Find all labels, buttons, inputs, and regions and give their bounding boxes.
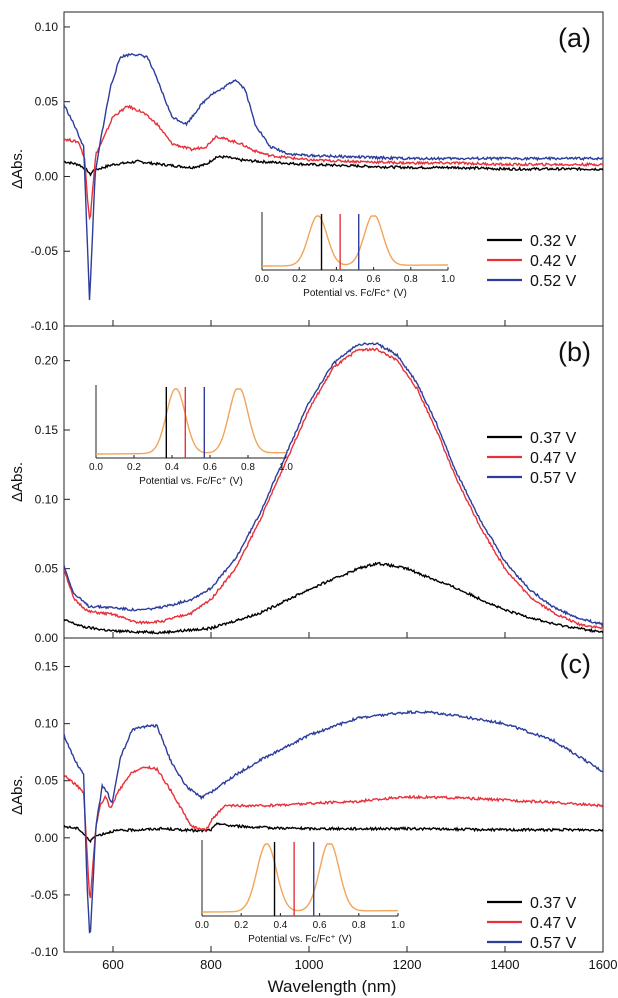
inset-x-tick-label: 0.8	[352, 920, 366, 931]
series-line-1	[64, 154, 603, 177]
y-tick-label: 0.10	[35, 20, 59, 34]
shared-x-axis: 600 800 1000 1200 1400 1600	[102, 957, 617, 972]
inset-x-tick-label: 0.2	[292, 274, 306, 285]
panel-b: 0.20 0.15 0.10 0.05 0.00 ΔAbs. (b) 0.37 V 0.47 V…	[9, 325, 604, 645]
series-line-1	[64, 561, 603, 635]
y-tick-label: 0.15	[35, 423, 59, 437]
series-line-2	[64, 765, 603, 899]
x-tick-label: 1400	[491, 957, 520, 972]
legend-label: 0.52 V	[530, 273, 577, 290]
legend-label: 0.47 V	[530, 915, 577, 932]
inset-cv-curve	[96, 388, 286, 455]
inset-x-tick-label: 0.2	[234, 920, 248, 931]
y-tick-label: 0.10	[35, 717, 59, 731]
series-line-2	[64, 104, 603, 221]
legend-label: 0.57 V	[530, 935, 577, 952]
y-tick-label: 0.00	[35, 831, 59, 845]
y-axis-title: ΔAbs.	[9, 149, 26, 189]
series-group	[64, 342, 603, 635]
legend-label: 0.47 V	[530, 450, 577, 467]
y-axis-title: ΔAbs.	[9, 775, 26, 815]
inset-x-tick-label: 0.0	[195, 920, 209, 931]
inset-x-tick-label: 0.0	[255, 274, 269, 285]
inset-x-tick-label: 0.6	[203, 462, 217, 473]
y-tick-label: 0.15	[35, 660, 59, 674]
legend-label: 0.37 V	[530, 895, 577, 912]
x-tick-label: 1000	[295, 957, 324, 972]
inset-x-tick-label: 0.4	[165, 462, 179, 473]
inset-x-tick-label: 0.8	[241, 462, 255, 473]
panel-c: 0.15 0.10 0.05 0.00 -0.05 -0.10 ΔAbs. (c) 0.37 V…	[9, 637, 604, 959]
inset-x-axis-title: Potential vs. Fc/Fc⁺ (V)	[139, 476, 243, 487]
legend-label: 0.57 V	[530, 470, 577, 487]
x-tick-label: 1200	[393, 957, 422, 972]
series-line-1	[64, 822, 603, 844]
series-group	[64, 52, 603, 301]
y-tick-label: -0.10	[31, 319, 59, 333]
inset-x-tick-label: 0.8	[404, 274, 418, 285]
inset-x-tick-label: 0.2	[127, 462, 141, 473]
x-tick-label: 800	[200, 957, 222, 972]
panel-label: (b)	[558, 337, 591, 367]
y-tick-label: 0.05	[35, 774, 59, 788]
inset-cv-curve	[202, 843, 398, 913]
inset-x-tick-label: 0.6	[313, 920, 327, 931]
legend-label: 0.32 V	[530, 233, 577, 250]
x-tick-label: 1600	[589, 957, 618, 972]
x-axis-title: Wavelength (nm)	[268, 977, 397, 996]
inset-x-tick-label: 1.0	[391, 920, 405, 931]
series-group	[64, 709, 603, 934]
panel-label: (a)	[558, 23, 591, 53]
y-axis-title: ΔAbs.	[9, 462, 26, 502]
inset-cv-curve	[262, 215, 448, 267]
inset-x-tick-label: 1.0	[441, 274, 455, 285]
y-tick-label: 0.20	[35, 354, 59, 368]
series-line-3	[64, 709, 603, 934]
inset-cv-plot: 0.0 0.2 0.4 0.6 0.8 1.0 Potential vs. Fc/Fc⁺ (…	[255, 212, 455, 299]
inset-x-tick-label: 0.0	[89, 462, 103, 473]
inset-x-axis-title: Potential vs. Fc/Fc⁺ (V)	[248, 934, 352, 945]
y-tick-label: 0.05	[35, 562, 59, 576]
legend: 0.37 V 0.47 V 0.57 V	[487, 895, 577, 952]
panel-label: (c)	[560, 649, 591, 679]
y-tick-label: 0.00	[35, 631, 59, 645]
series-line-3	[64, 342, 603, 627]
legend: 0.37 V 0.47 V 0.57 V	[487, 430, 577, 487]
y-tick-label: -0.10	[31, 945, 59, 959]
series-line-3	[64, 52, 603, 301]
legend: 0.32 V 0.42 V 0.52 V	[487, 233, 577, 290]
panel-a: 0.10 0.05 0.00 -0.05 -0.10 ΔAbs. (a) 0.32 V 0.42…	[9, 11, 604, 333]
inset-cv-plot: 0.0 0.2 0.4 0.6 0.8 1.0 Potential vs. Fc/Fc⁺ (…	[89, 385, 293, 487]
inset-x-axis-title: Potential vs. Fc/Fc⁺ (V)	[303, 288, 407, 299]
inset-x-tick-label: 1.0	[279, 462, 293, 473]
x-tick-label: 600	[102, 957, 124, 972]
y-tick-label: -0.05	[31, 888, 59, 902]
series-line-2	[64, 347, 603, 630]
plot-frame	[63, 637, 604, 953]
legend-label: 0.37 V	[530, 430, 577, 447]
panels-layer: 0.10 0.05 0.00 -0.05 -0.10 ΔAbs. (a) 0.32 V 0.42…	[9, 11, 604, 959]
y-tick-label: 0.10	[35, 492, 59, 506]
y-tick-label: 0.00	[35, 169, 59, 183]
legend-label: 0.42 V	[530, 253, 577, 270]
inset-cv-plot: 0.0 0.2 0.4 0.6 0.8 1.0 Potential vs. Fc/Fc⁺ (…	[195, 840, 405, 945]
inset-x-tick-label: 0.6	[367, 274, 381, 285]
y-tick-label: 0.05	[35, 95, 59, 109]
inset-x-tick-label: 0.4	[329, 274, 343, 285]
y-tick-label: -0.05	[31, 244, 59, 258]
inset-x-tick-label: 0.4	[273, 920, 287, 931]
